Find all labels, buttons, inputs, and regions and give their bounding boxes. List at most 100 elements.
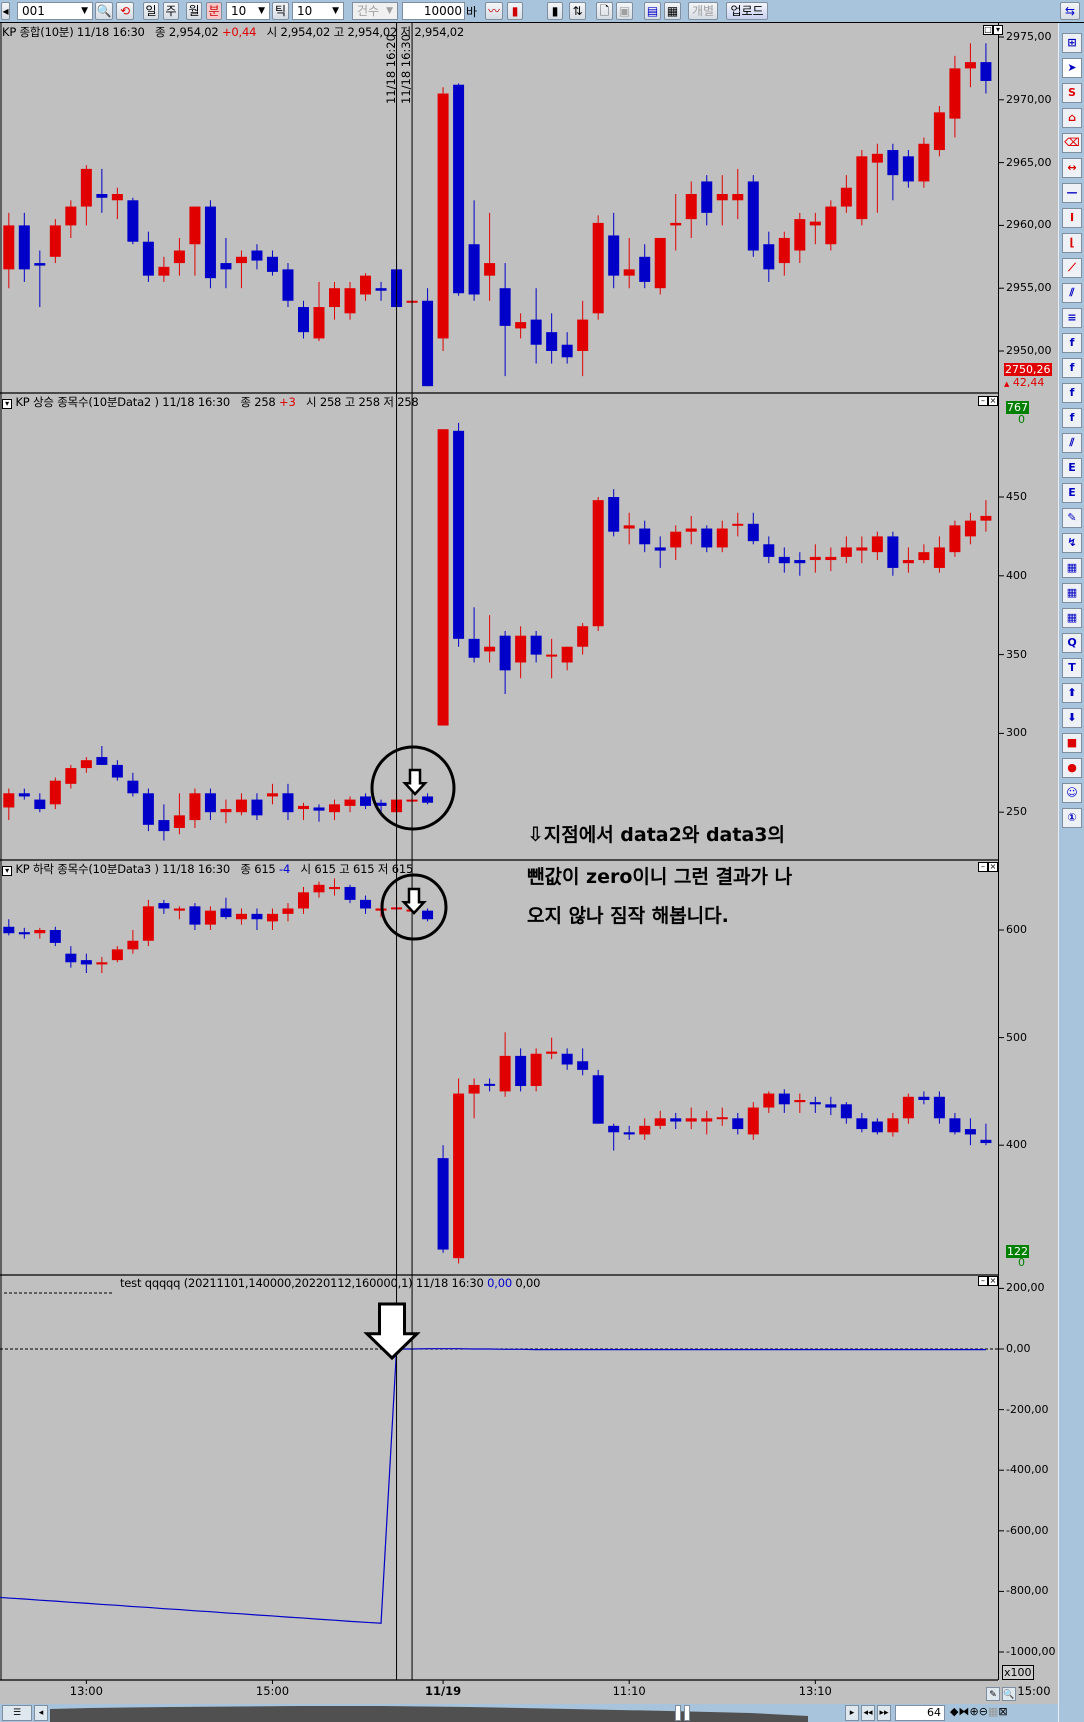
elliott-wave-2-tool-button[interactable]: E	[1062, 483, 1082, 503]
pointer-tool-button[interactable]: ➤	[1062, 58, 1082, 78]
code-select[interactable]: 001 ▼	[17, 2, 93, 20]
panel1-maximize-button[interactable]: □	[983, 25, 993, 35]
elliott-wave-tool-button[interactable]: E	[1062, 458, 1082, 478]
down-arrow-tool-button[interactable]: ⬇	[1062, 708, 1082, 728]
fibonacci-retracement-tool-button[interactable]: f	[1062, 408, 1082, 428]
regression-tool-button[interactable]: ▦	[1062, 608, 1082, 628]
ellipse-tool-button[interactable]: ●	[1062, 758, 1082, 778]
zoom-out-icon[interactable]: ⊖	[978, 1705, 988, 1718]
panel1-menu-button[interactable]: ▾	[993, 25, 1003, 35]
grid-toggle-icon[interactable]: ▦	[987, 1705, 999, 1718]
tick-select[interactable]: 10 ▼	[292, 2, 344, 20]
candle-doc-button[interactable]: ▤	[644, 2, 661, 20]
panel-menu-button[interactable]: ▾	[2, 399, 12, 409]
interval-select[interactable]: 10 ▼	[226, 2, 270, 20]
scroll-left-button[interactable]: ◂	[34, 1705, 48, 1721]
count-select[interactable]: 건수 ▼	[352, 2, 398, 20]
panel2-close-button[interactable]: ×	[988, 396, 998, 406]
pen-button[interactable]: ✎	[986, 1687, 1000, 1701]
rectangle-tool-button[interactable]: ■	[1062, 733, 1082, 753]
period-day-button[interactable]: 일	[143, 2, 159, 20]
chart-canvas[interactable]	[0, 0, 1058, 1722]
quad-lines-tool-button[interactable]: Q	[1062, 633, 1082, 653]
scroll-overview[interactable]	[50, 1704, 808, 1722]
period-minute-button[interactable]: 분	[206, 2, 222, 20]
candle-down	[453, 430, 465, 639]
fibonacci-circle-tool-button[interactable]: f	[1062, 383, 1082, 403]
parallel-line-icon: ⫽	[1069, 286, 1075, 299]
indicator-line	[0, 1348, 986, 1624]
fibonacci-fan-tool-button[interactable]: f	[1062, 333, 1082, 353]
cross-line-tool-button[interactable]: ↔	[1062, 158, 1082, 178]
period-week-button[interactable]: 주	[163, 2, 179, 20]
horizontal-lines-icon: ≡	[1067, 311, 1077, 324]
bar-count-field[interactable]: 64	[895, 1705, 945, 1721]
tick-button[interactable]: 틱	[272, 2, 289, 20]
bar-chart-button[interactable]: ▮	[507, 2, 523, 20]
panel3-close-button[interactable]: ×	[988, 862, 998, 872]
vertical-line-tool-button[interactable]: I	[1062, 208, 1082, 228]
individual-button[interactable]: 개별	[688, 2, 718, 20]
panel4-close-button[interactable]: ×	[988, 1276, 998, 1286]
tv-button[interactable]: ▣	[616, 2, 633, 20]
upload-button[interactable]: 업로드	[726, 2, 768, 20]
chart-layout-tool-button[interactable]: ⊞	[1062, 33, 1082, 53]
annotation-circle	[370, 745, 456, 831]
document-button[interactable]: 🗋	[596, 2, 613, 20]
horizontal-line-tool-button[interactable]: —	[1062, 183, 1082, 203]
text-tool-button[interactable]: T	[1062, 658, 1082, 678]
search-button[interactable]: 🔍	[95, 2, 113, 20]
expand-icon[interactable]: ◆	[950, 1705, 959, 1718]
candle-up	[484, 646, 496, 652]
bottom-scrollbar[interactable]: ☰ ◂ ▸ ◂◂ ▸▸ 64 ◆⧓⊕⊖▦⊠	[0, 1704, 1058, 1722]
rectangle-icon: ■	[1066, 736, 1078, 749]
grid-button[interactable]: ▦	[664, 2, 681, 20]
candle-down	[422, 300, 434, 387]
candle-up	[902, 1096, 914, 1119]
search-arrow-button[interactable]: ⟲	[116, 2, 134, 20]
menu-button[interactable]: ☰	[2, 1705, 32, 1721]
pencil-tool-button[interactable]: ✎	[1062, 508, 1082, 528]
gann-line-tool-button[interactable]: ↯	[1062, 533, 1082, 553]
bar-count-input[interactable]: 10000	[402, 2, 465, 20]
fibonacci-arc-tool-button[interactable]: f	[1062, 358, 1082, 378]
gann-fan-tool-button[interactable]: ▦	[1062, 558, 1082, 578]
up-arrow-tool-button[interactable]: ⬆	[1062, 683, 1082, 703]
smiley-tool-button[interactable]: ☺	[1062, 783, 1082, 803]
bar-unit-label: 바	[466, 5, 478, 19]
refresh-button[interactable]: ⇆	[1060, 2, 1080, 20]
zoom-in-icon[interactable]: ⊕	[969, 1705, 979, 1718]
toolbar-scroll-left-button[interactable]: ◂	[1, 2, 10, 20]
volume-bar-button[interactable]: ▮	[547, 2, 563, 20]
reset-icon[interactable]: ⊠	[998, 1705, 1008, 1718]
candle-up	[701, 1118, 713, 1122]
candle-up	[577, 626, 589, 647]
grid-icon: ▦	[666, 4, 679, 18]
sort-button[interactable]: ⇅	[569, 2, 586, 20]
sp-tool-tool-button[interactable]: S	[1062, 83, 1082, 103]
gann-grid-tool-button[interactable]: ▦	[1062, 583, 1082, 603]
horizontal-lines-tool-button[interactable]: ≡	[1062, 308, 1082, 328]
panel-menu-button[interactable]: ▾	[2, 866, 12, 876]
candle-down	[18, 793, 30, 797]
fit-icon[interactable]: ⧓	[958, 1705, 970, 1718]
zoom-button[interactable]: 🔍	[1002, 1687, 1016, 1701]
eraser-tool-button[interactable]: ⌂	[1062, 108, 1082, 128]
candle-up	[313, 884, 325, 893]
panel3-minimize-button[interactable]: –	[978, 862, 988, 872]
fast-forward-button[interactable]: ▸▸	[877, 1705, 891, 1721]
scroll-thumb-left[interactable]	[675, 1705, 681, 1721]
trend-line-tool-button[interactable]: ⟋	[1062, 258, 1082, 278]
angle-line-tool-button[interactable]: ⌊	[1062, 233, 1082, 253]
scroll-thumb-right[interactable]	[684, 1705, 690, 1721]
info-tool-button[interactable]: ①	[1062, 808, 1082, 828]
panel4-minimize-button[interactable]: –	[978, 1276, 988, 1286]
rewind-button[interactable]: ◂◂	[861, 1705, 875, 1721]
period-month-button[interactable]: 월	[186, 2, 202, 20]
scroll-right-button[interactable]: ▸	[845, 1705, 859, 1721]
channel-tool-button[interactable]: ⫽	[1062, 433, 1082, 453]
parallel-line-tool-button[interactable]: ⫽	[1062, 283, 1082, 303]
chart-type-button[interactable]: 〰	[485, 2, 503, 20]
all-eraser-tool-button[interactable]: ⌫	[1062, 133, 1082, 153]
panel2-minimize-button[interactable]: –	[978, 396, 988, 406]
